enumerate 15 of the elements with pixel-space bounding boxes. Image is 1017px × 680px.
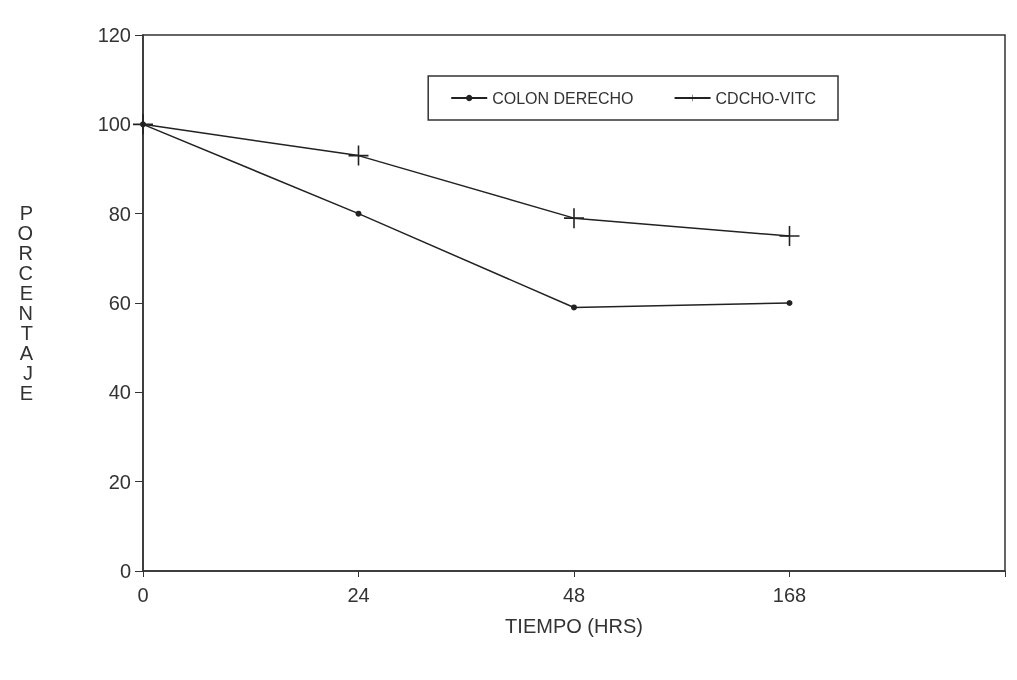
x-tick-label: 24	[347, 584, 370, 606]
y-tick-label: 60	[108, 292, 131, 314]
y-tick-label: 20	[108, 470, 131, 493]
y-tick-label: 40	[108, 381, 131, 404]
y-tick-label: 120	[97, 24, 131, 46]
y-tick-label: 100	[97, 113, 131, 136]
text: PORCENTAJE	[17, 202, 33, 404]
x-axis-title: TIEMPO (HRS)	[505, 615, 643, 637]
legend-label: CDCHO-VITC	[715, 89, 816, 107]
x-tick-label: 0	[137, 584, 149, 606]
legend-label: COLON DERECHO	[492, 89, 634, 107]
y-tick-label: 80	[108, 202, 131, 225]
x-tick-label: 168	[772, 584, 807, 606]
y-tick-label: 0	[119, 560, 131, 582]
x-tick-label: 48	[562, 584, 586, 606]
